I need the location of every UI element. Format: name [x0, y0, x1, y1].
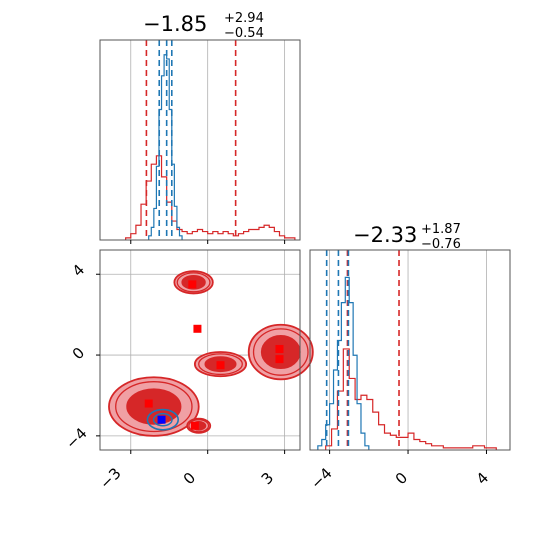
title-2-main: −2.33 [353, 223, 417, 247]
x-tick-label-scatter-2: 3 [258, 469, 277, 488]
y-tick-label-scatter-1: 0 [69, 344, 88, 363]
scatter-2d-panel [96, 249, 314, 454]
contour-ring-2 [252, 328, 309, 376]
hist2-series-1-step [317, 276, 370, 450]
hist-param-2-panel [309, 249, 511, 454]
title-1-sub: −0.54 [224, 26, 264, 41]
title-2-sup: +1.87 [421, 222, 461, 237]
red-marker-4 [275, 355, 284, 364]
contour-ring-3 [115, 381, 193, 433]
hist2-series-0-step [325, 348, 497, 450]
x-tick-label-hist2-0: −4 [307, 464, 335, 492]
contour-inner-3 [126, 388, 182, 425]
hist2-frame [309, 249, 511, 451]
scatter-frame [99, 249, 301, 451]
title-2-sub: −0.76 [421, 237, 461, 252]
red-marker-5 [144, 399, 153, 408]
red-marker-6 [190, 421, 199, 430]
title-1-sup: +2.94 [224, 11, 264, 26]
hist1-series-1-step [148, 54, 183, 240]
hist1-frame [99, 39, 301, 241]
x-tick-label-hist2-2: 4 [473, 469, 492, 488]
hist-param-2-title: −2.33 +1.87 −0.76 [353, 222, 461, 252]
red-marker-1 [193, 324, 202, 333]
x-tick-label-scatter-1: 0 [180, 469, 199, 488]
blue-contour-outer [146, 408, 180, 431]
x-tick-label-scatter-0: −3 [96, 464, 124, 492]
red-marker-0 [188, 280, 197, 289]
red-marker-2 [216, 361, 225, 370]
blue-contour-inner [152, 412, 173, 427]
y-tick-label-scatter-2: −4 [62, 424, 90, 452]
blue-marker-0 [157, 415, 166, 424]
hist-param-1-panel [99, 39, 301, 244]
contour-ring-0 [176, 272, 211, 293]
contour-ring-1 [198, 353, 243, 376]
title-1-main: −1.85 [143, 12, 207, 36]
x-tick-label-hist2-1: 0 [392, 469, 411, 488]
contour-ring-4 [188, 419, 210, 433]
red-marker-3 [275, 344, 284, 353]
hist-param-1-title: −1.85 +2.94 −0.54 [143, 11, 264, 41]
hist1-series-0-step [125, 155, 296, 240]
y-tick-label-scatter-0: 4 [69, 261, 88, 280]
